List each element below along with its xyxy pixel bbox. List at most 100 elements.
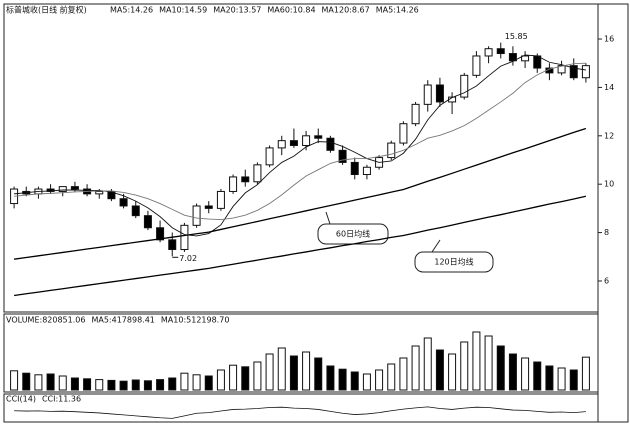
high-label: 15.85 — [505, 32, 528, 41]
candle-body — [156, 227, 165, 241]
volume-bar — [581, 356, 590, 391]
candle-body — [326, 137, 335, 151]
candle-body — [302, 135, 311, 146]
volume-bar — [302, 351, 311, 391]
indicator-label: MA5:14.26 — [110, 6, 153, 15]
candle-body — [143, 215, 152, 229]
candle-body — [423, 84, 432, 105]
candle-body — [472, 55, 481, 76]
y-tick-label: 6 — [604, 276, 609, 285]
volume-bar — [508, 353, 517, 391]
candle-body — [107, 190, 116, 200]
annotation: 120日均线 — [434, 257, 473, 267]
candle-body — [180, 224, 189, 251]
volume-bar — [58, 375, 67, 391]
volume-bar — [95, 379, 104, 391]
y-tick-label: 16 — [604, 35, 614, 44]
volume-bar — [143, 380, 152, 391]
volume-bar — [557, 367, 566, 391]
callout-box — [414, 251, 494, 273]
indicator-label: MA20:13.57 — [213, 6, 261, 15]
y-tick-label: 10 — [604, 180, 614, 189]
candle-body — [350, 161, 359, 176]
cci-label: CCI:11.36 — [42, 395, 81, 404]
candle-body — [496, 48, 505, 55]
volume-bar — [338, 368, 347, 391]
ma-line — [13, 195, 587, 297]
candle-body — [399, 123, 408, 144]
candle-body — [204, 205, 213, 209]
indicator-label: MA5:14.26 — [376, 6, 419, 15]
volume-bar — [216, 369, 225, 391]
volume-bar — [533, 361, 542, 391]
volume-bar — [289, 355, 298, 391]
volume-bar — [192, 374, 201, 391]
candle-body — [192, 205, 201, 226]
chart-title: 标普城收(日线 前复权) — [6, 5, 87, 15]
volume-bar — [180, 372, 189, 391]
candle-body — [241, 176, 250, 183]
volume-bar — [168, 377, 177, 391]
candle-body — [216, 190, 225, 209]
volume-bar — [326, 365, 335, 391]
candle-body — [58, 186, 67, 192]
candle-body — [289, 140, 298, 146]
volume-bar — [448, 353, 457, 391]
volume-bar — [460, 341, 469, 391]
candle-body — [557, 65, 566, 74]
indicator-label: MA60:10.84 — [267, 6, 315, 15]
volume-bar — [375, 369, 384, 391]
cci-label: CCI(14) — [6, 395, 36, 404]
candle-body — [229, 176, 238, 192]
volume-bar — [387, 363, 396, 391]
candle-body — [581, 65, 590, 79]
candle-body — [460, 74, 469, 98]
volume-bar — [399, 357, 408, 391]
volume-bar — [204, 375, 213, 391]
volume-bar — [119, 380, 128, 391]
ma-line — [14, 62, 586, 220]
candle-body — [411, 103, 420, 125]
ma-line — [13, 127, 587, 260]
y-tick-label: 8 — [604, 228, 609, 237]
volume-bar — [46, 373, 55, 391]
volume-bar — [569, 369, 578, 391]
indicator-label: MA120:8.67 — [322, 6, 370, 15]
volume-bar — [521, 357, 530, 391]
candle-body — [387, 142, 396, 159]
y-tick-label: 14 — [604, 83, 614, 92]
volume-bar — [34, 374, 43, 391]
low-label: 7.02 — [179, 254, 197, 263]
volume-bar — [496, 345, 505, 391]
ma-line — [14, 54, 586, 237]
candle-body — [253, 164, 262, 183]
volume-label: MA10:512198.70 — [161, 316, 230, 325]
cci-line — [14, 406, 586, 419]
volume-bar — [472, 331, 481, 391]
candle-body — [314, 135, 323, 139]
candle-body — [569, 65, 578, 79]
candle-body — [484, 48, 493, 57]
candle-body — [362, 166, 371, 176]
volume-bar — [362, 373, 371, 391]
price-axis — [597, 3, 629, 423]
volume-bar — [314, 357, 323, 391]
candle-body — [521, 55, 530, 62]
callout-pointer — [431, 239, 441, 253]
volume-bar — [411, 345, 420, 391]
candle-body — [277, 140, 286, 149]
volume-label: VOLUME:820851.06 — [6, 316, 85, 325]
candle-body — [533, 55, 542, 69]
candle-body — [338, 149, 347, 163]
volume-bar — [265, 353, 274, 391]
volume-bar — [22, 372, 31, 391]
volume-bar — [131, 379, 140, 391]
candle-body — [435, 84, 444, 103]
candle-body — [168, 239, 177, 251]
volume-bar — [277, 347, 286, 391]
annotation: 60日均线 — [336, 229, 370, 239]
candle-body — [70, 186, 79, 190]
indicator-label: MA10:14.59 — [159, 6, 207, 15]
candle-body — [265, 147, 274, 166]
